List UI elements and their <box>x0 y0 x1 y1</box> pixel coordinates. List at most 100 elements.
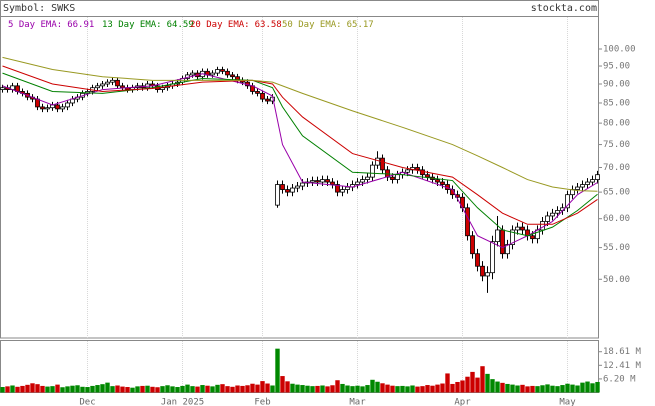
volume-bar <box>535 386 540 393</box>
volume-bar <box>265 383 270 393</box>
candle-body <box>295 185 300 189</box>
volume-bar <box>180 385 185 393</box>
candle-body <box>110 79 115 83</box>
candle-body <box>565 194 570 209</box>
volume-bar <box>5 386 10 393</box>
volume-bar <box>280 376 285 393</box>
volume-bar <box>120 386 125 393</box>
candle-body <box>440 181 445 185</box>
candle-body <box>105 81 110 85</box>
candle-body <box>390 176 395 180</box>
volume-bar <box>275 348 280 393</box>
volume-bar <box>70 385 75 393</box>
volume-bar <box>190 386 195 393</box>
candle-body <box>375 157 380 166</box>
volume-bar <box>90 385 95 393</box>
legend-value: 66.91 <box>67 20 94 30</box>
volume-bar <box>140 385 145 393</box>
candle-body <box>555 210 560 214</box>
volume-bar <box>0 387 5 393</box>
y-tick-label: 80.00 <box>603 119 630 129</box>
volume-bar <box>495 381 500 393</box>
candle-body <box>100 83 105 87</box>
volume-bar <box>420 386 425 393</box>
volume-bar <box>485 373 490 393</box>
candle-body <box>215 69 220 74</box>
candle-body <box>315 180 320 183</box>
candle-body <box>160 87 165 90</box>
volume-bar <box>375 381 380 393</box>
candle-body <box>120 85 125 89</box>
candle-body <box>415 167 420 171</box>
volume-bar <box>455 381 460 393</box>
volume-bar <box>85 387 90 393</box>
candle-body <box>300 182 305 187</box>
volume-bar <box>390 385 395 393</box>
y-tick-label: 60.00 <box>603 214 630 224</box>
volume-bar <box>415 386 420 393</box>
volume-bar <box>160 386 165 393</box>
candle-body <box>275 184 280 206</box>
candle-body <box>580 184 585 188</box>
volume-bar <box>110 386 115 393</box>
volume-bar <box>295 384 300 393</box>
volume-bar <box>230 386 235 393</box>
volume-bar <box>225 386 230 393</box>
price-panel <box>0 0 599 339</box>
candle-body <box>515 226 520 231</box>
volume-bar <box>175 387 180 393</box>
volume-bar <box>410 385 415 393</box>
candle-body <box>365 176 370 180</box>
volume-bar <box>400 385 405 393</box>
candle-body <box>470 235 475 255</box>
volume-bar <box>135 386 140 393</box>
volume-bar <box>125 387 130 393</box>
plot <box>0 56 600 393</box>
legend-value: 65.17 <box>347 20 374 30</box>
volume-bar <box>185 384 190 393</box>
x-tick-label: Apr <box>454 398 471 406</box>
candle-body <box>55 104 60 110</box>
candle-body <box>210 72 215 76</box>
volume-bar <box>430 385 435 393</box>
volume-bar <box>475 377 480 393</box>
candle-body <box>505 244 510 255</box>
volume-bar <box>505 383 510 393</box>
volume-bar <box>450 383 455 393</box>
candle-body <box>490 241 495 274</box>
volume-bar <box>325 386 330 393</box>
volume-bar <box>260 381 265 393</box>
legend-value: 63.58 <box>255 20 282 30</box>
candle-body <box>380 157 385 171</box>
y-tick-label: 55.00 <box>603 243 630 253</box>
volume-bar <box>465 376 470 393</box>
ema-line <box>2 73 598 249</box>
candle-body <box>585 181 590 185</box>
candle-body <box>265 98 270 102</box>
volume-bar <box>395 386 400 393</box>
candle-body <box>485 272 490 277</box>
volume-bar <box>500 382 505 393</box>
candle-body <box>550 212 555 217</box>
volume-bar <box>80 386 85 393</box>
candle-body <box>475 253 480 267</box>
candle-body <box>435 179 440 183</box>
volume-bar <box>545 384 550 393</box>
volume-bar <box>570 384 575 393</box>
volume-bar <box>380 383 385 393</box>
candle-body <box>45 107 50 110</box>
volume-bar <box>10 385 15 393</box>
volume-bar <box>200 385 205 393</box>
candle-body <box>480 265 485 277</box>
volume-bar <box>155 387 160 393</box>
y-tick-label: 100.00 <box>603 44 636 54</box>
candle-body <box>575 186 580 190</box>
candle-body <box>345 186 350 190</box>
candle-body <box>190 72 195 76</box>
candle-body <box>115 79 120 87</box>
x-tick-label: Dec <box>79 398 95 406</box>
candle-body <box>285 189 290 193</box>
volume-bar <box>365 385 370 393</box>
volume-tick-label: 6.20 M <box>603 374 636 384</box>
volume-bar <box>490 379 495 393</box>
